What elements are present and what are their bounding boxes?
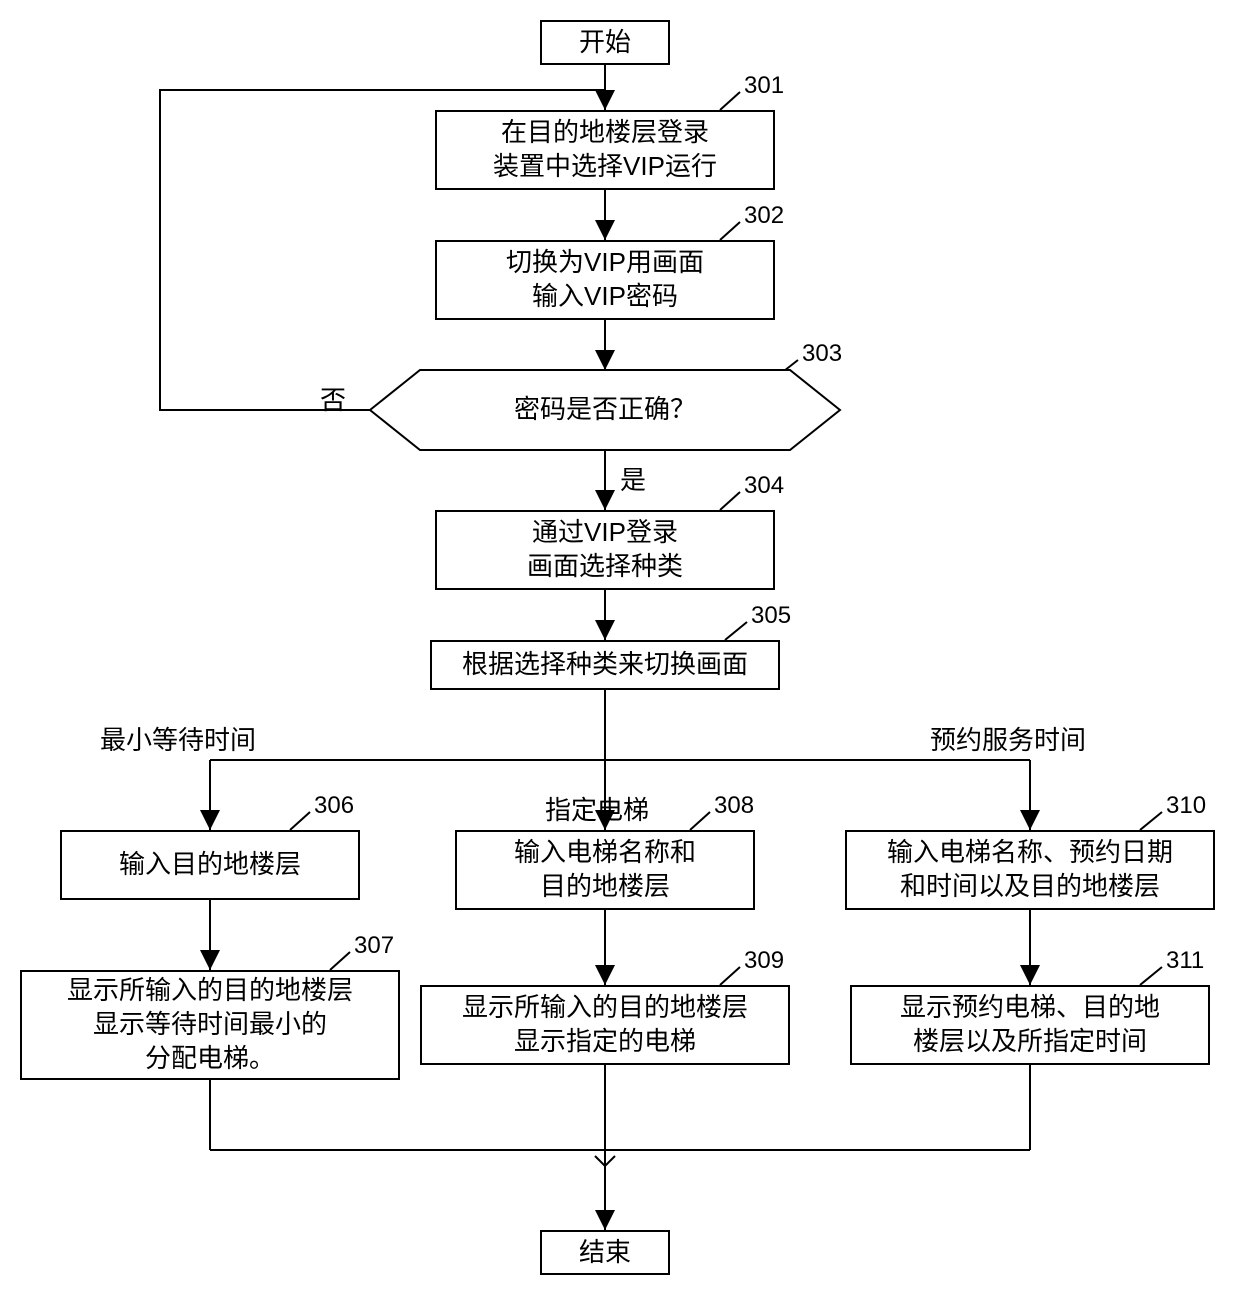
- branch-label-center: 指定电梯: [545, 790, 649, 827]
- terminator-start: 开始: [540, 20, 670, 65]
- node-line: 根据选择种类来切换画面: [462, 648, 748, 682]
- node-line: 显示指定的电梯: [514, 1025, 696, 1059]
- node-line: 显示所输入的目的地楼层: [67, 974, 353, 1008]
- node-line: 输入电梯名称和: [514, 836, 696, 870]
- node-line: 显示预约电梯、目的地: [900, 991, 1160, 1025]
- process-s305: 根据选择种类来切换画面: [430, 640, 780, 690]
- decision-label-yes: 是: [620, 460, 646, 497]
- step-number-s306: 306: [314, 792, 354, 820]
- node-line: 楼层以及所指定时间: [913, 1025, 1147, 1059]
- node-line: 装置中选择VIP运行: [493, 150, 717, 184]
- step-number-s307: 307: [354, 932, 394, 960]
- node-line: 输入电梯名称、预约日期: [887, 836, 1173, 870]
- decision-label-no: 否: [320, 380, 346, 417]
- node-line: 显示等待时间最小的: [93, 1008, 327, 1042]
- process-s311: 显示预约电梯、目的地楼层以及所指定时间: [850, 985, 1210, 1065]
- process-s308: 输入电梯名称和目的地楼层: [455, 830, 755, 910]
- process-s301: 在目的地楼层登录装置中选择VIP运行: [435, 110, 775, 190]
- node-line: 输入VIP密码: [532, 280, 678, 314]
- node-line: 画面选择种类: [527, 550, 683, 584]
- branch-label-left: 最小等待时间: [100, 720, 256, 757]
- node-line: 输入目的地楼层: [119, 848, 301, 882]
- decision-text: 密码是否正确？: [514, 394, 696, 424]
- step-number-s303: 303: [802, 340, 842, 368]
- process-s307: 显示所输入的目的地楼层显示等待时间最小的分配电梯。: [20, 970, 400, 1080]
- process-s302: 切换为VIP用画面输入VIP密码: [435, 240, 775, 320]
- step-number-s309: 309: [744, 947, 784, 975]
- step-number-s301: 301: [744, 72, 784, 100]
- process-s306: 输入目的地楼层: [60, 830, 360, 900]
- step-number-s311: 311: [1166, 947, 1204, 975]
- process-s310: 输入电梯名称、预约日期和时间以及目的地楼层: [845, 830, 1215, 910]
- terminator-end: 结束: [540, 1230, 670, 1275]
- step-number-s304: 304: [744, 472, 784, 500]
- step-number-s308: 308: [714, 792, 754, 820]
- node-text: 结束: [579, 1236, 631, 1270]
- step-number-s310: 310: [1166, 792, 1206, 820]
- node-line: 在目的地楼层登录: [501, 116, 709, 150]
- branch-label-right: 预约服务时间: [930, 720, 1086, 757]
- process-s304: 通过VIP登录画面选择种类: [435, 510, 775, 590]
- step-number-s305: 305: [751, 602, 791, 630]
- node-text: 开始: [579, 26, 631, 60]
- node-line: 切换为VIP用画面: [506, 246, 704, 280]
- process-s309: 显示所输入的目的地楼层显示指定的电梯: [420, 985, 790, 1065]
- node-line: 目的地楼层: [540, 870, 670, 904]
- node-line: 分配电梯。: [145, 1042, 275, 1076]
- node-line: 通过VIP登录: [532, 516, 678, 550]
- node-line: 显示所输入的目的地楼层: [462, 991, 748, 1025]
- node-line: 和时间以及目的地楼层: [900, 870, 1160, 904]
- step-number-s302: 302: [744, 202, 784, 230]
